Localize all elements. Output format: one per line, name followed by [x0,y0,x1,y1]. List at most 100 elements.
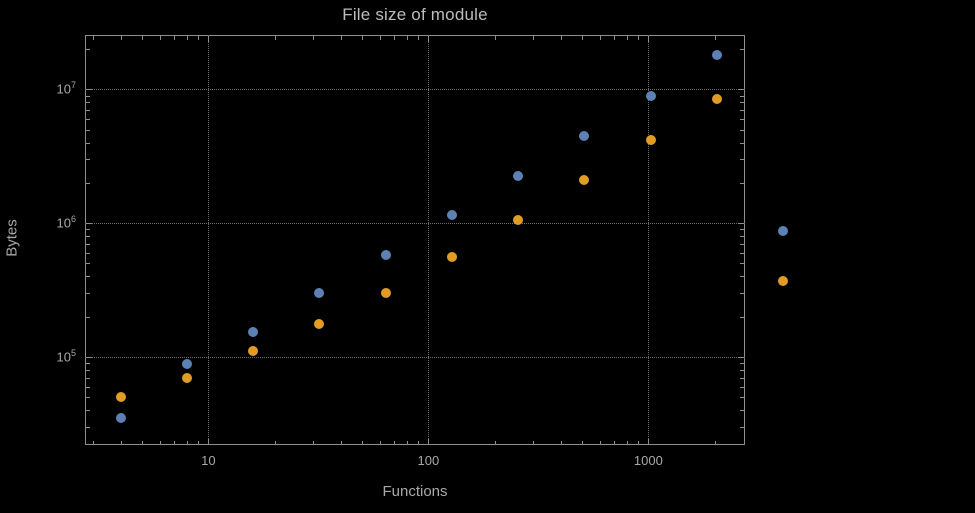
x-minor-tick [198,441,200,445]
x-minor-tick-top [379,36,381,40]
y-minor-tick [86,229,90,231]
x-minor-tick-top [599,36,601,40]
x-minor-tick [379,441,381,445]
y-major-tick-right [738,89,744,91]
x-major-tick [428,439,430,445]
x-minor-tick [638,441,640,445]
x-minor-tick-top [407,36,409,40]
y-minor-tick [86,49,90,51]
data-point-blue-series [778,225,789,236]
y-minor-tick [86,119,90,121]
y-minor-tick-right [740,263,744,265]
y-minor-tick [86,159,90,161]
data-point-blue-series [446,210,457,221]
y-minor-tick [86,397,90,399]
x-minor-tick-top [340,36,342,40]
x-minor-tick [187,441,189,445]
x-minor-tick [533,441,535,445]
x-major-tick [208,439,210,445]
y-minor-tick-right [740,95,744,97]
x-gridline [648,35,650,445]
x-minor-tick-top [582,36,584,40]
x-major-tick [648,439,650,445]
data-point-blue-series [579,130,590,141]
y-minor-tick [86,276,90,278]
x-minor-tick-top [174,36,176,40]
x-minor-tick-top [638,36,640,40]
y-minor-tick [86,102,90,104]
x-minor-tick-top [533,36,535,40]
data-point-blue-series [115,413,126,424]
x-minor-tick-top [494,36,496,40]
y-minor-tick-right [740,142,744,144]
x-minor-tick-top [198,36,200,40]
y-gridline [85,357,745,358]
x-minor-tick-top [614,36,616,40]
data-point-orange-series [579,175,590,186]
y-minor-tick-right [740,369,744,371]
y-minor-tick [86,293,90,295]
data-point-blue-series [248,326,259,337]
y-minor-tick-right [740,49,744,51]
x-gridline [208,35,210,445]
x-minor-tick-top [560,36,562,40]
y-minor-tick-right [740,410,744,412]
y-minor-tick-right [740,252,744,254]
x-gridline [428,35,430,445]
data-point-orange-series [778,275,789,286]
y-minor-tick-right [740,276,744,278]
x-major-tick-top [208,36,210,42]
x-minor-tick [142,441,144,445]
y-minor-tick [86,236,90,238]
data-point-blue-series [711,50,722,61]
x-minor-tick [174,441,176,445]
x-minor-tick-top [159,36,161,40]
plot-frame [85,35,745,445]
y-minor-tick-right [740,110,744,112]
x-minor-tick [599,441,601,445]
y-minor-tick [86,410,90,412]
x-minor-tick [394,441,396,445]
y-gridline [85,89,745,91]
data-point-orange-series [513,215,524,226]
y-tick-label: 106 [56,214,76,231]
y-major-tick-right [738,357,744,358]
y-minor-tick [86,386,90,388]
y-major-tick-right [738,223,744,225]
y-major-tick [86,223,92,225]
data-point-blue-series [380,249,391,260]
x-minor-tick-top [418,36,420,40]
y-minor-tick [86,263,90,265]
x-minor-tick [120,441,122,445]
y-major-tick [86,89,92,91]
x-minor-tick-top [274,36,276,40]
y-minor-tick-right [740,159,744,161]
x-minor-tick [313,441,315,445]
y-minor-tick-right [740,129,744,131]
x-minor-tick-top [142,36,144,40]
data-point-orange-series [711,93,722,104]
x-minor-tick [418,441,420,445]
x-major-tick-top [648,36,650,42]
y-minor-tick-right [740,363,744,365]
data-point-orange-series [380,288,391,299]
data-point-orange-series [314,319,325,330]
data-point-blue-series [645,90,656,101]
y-minor-tick [86,243,90,245]
data-point-orange-series [446,251,457,262]
x-minor-tick [93,441,95,445]
x-major-tick-top [428,36,430,42]
x-tick-label: 1000 [633,453,663,468]
data-point-blue-series [314,288,325,299]
y-minor-tick-right [740,119,744,121]
y-minor-tick-right [740,236,744,238]
data-point-orange-series [248,346,259,357]
data-point-orange-series [645,134,656,145]
y-minor-tick-right [740,293,744,295]
y-minor-tick [86,110,90,112]
y-minor-tick-right [740,426,744,428]
y-minor-tick-right [740,316,744,318]
y-minor-tick [86,363,90,365]
x-minor-tick [494,441,496,445]
